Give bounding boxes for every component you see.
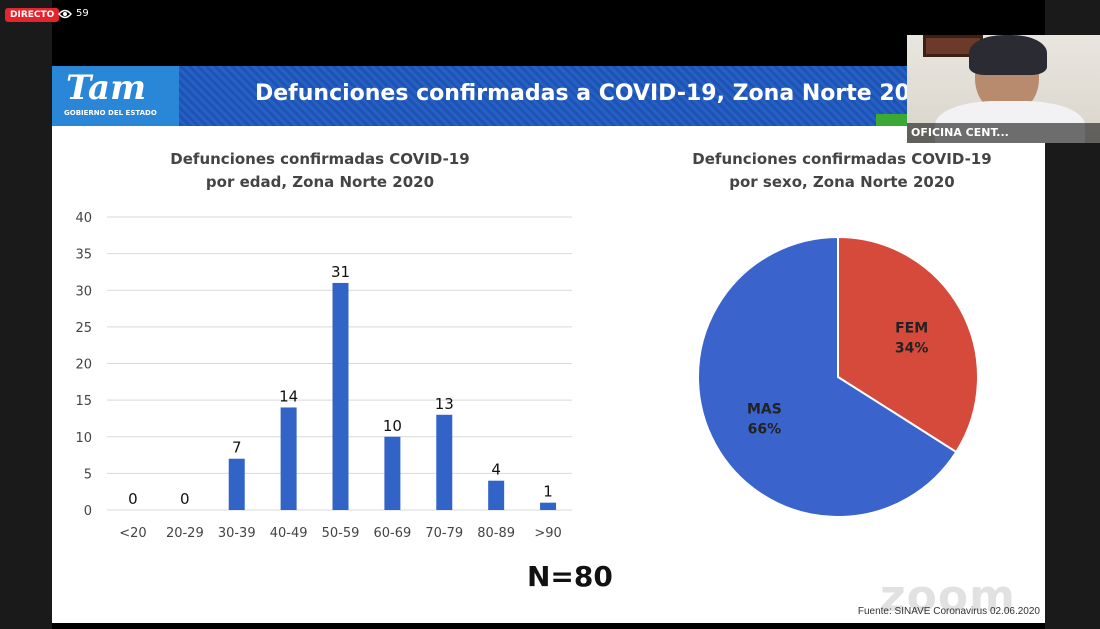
bar-data-label: 14 bbox=[279, 387, 298, 405]
bar-data-label: 0 bbox=[180, 490, 190, 508]
bar-chart-title-line2: por edad, Zona Norte 2020 bbox=[205, 173, 435, 191]
y-tick-label: 15 bbox=[75, 394, 92, 409]
bar-chart: 05101520253035400<20020-29730-391440-493… bbox=[75, 211, 572, 541]
bar bbox=[540, 502, 557, 510]
eye-icon bbox=[58, 9, 72, 18]
x-tick-label: 50-59 bbox=[322, 526, 360, 541]
bar-data-label: 1 bbox=[543, 483, 553, 501]
y-tick-label: 0 bbox=[84, 504, 92, 519]
pie-slice-label: FEM bbox=[895, 321, 928, 337]
tam-logo: Tam GOBIERNO DEL ESTADO bbox=[52, 66, 179, 126]
bar bbox=[488, 480, 505, 510]
bar bbox=[280, 407, 297, 510]
bar-chart-title-line1: Defunciones confirmadas COVID-19 bbox=[170, 150, 470, 168]
slide-header: Tam GOBIERNO DEL ESTADO Defunciones conf… bbox=[52, 66, 1045, 126]
source-note: Fuente: SINAVE Coronavirus 02.06.2020 bbox=[857, 606, 1040, 617]
y-tick-label: 35 bbox=[75, 248, 92, 263]
x-tick-label: 40-49 bbox=[270, 526, 308, 541]
participant-name: OFICINA CENT... bbox=[907, 123, 1100, 143]
logo-subtitle: GOBIERNO DEL ESTADO bbox=[64, 109, 157, 117]
bar-data-label: 4 bbox=[491, 461, 501, 479]
bar-data-label: 0 bbox=[128, 490, 138, 508]
x-tick-label: 30-39 bbox=[218, 526, 256, 541]
bar bbox=[332, 282, 349, 510]
x-tick-label: 60-69 bbox=[373, 526, 411, 541]
logo-text: Tam bbox=[66, 68, 147, 108]
y-tick-label: 10 bbox=[75, 431, 92, 446]
bar-data-label: 10 bbox=[383, 417, 402, 435]
pie-slice-label: MAS bbox=[747, 401, 782, 417]
bar bbox=[384, 436, 401, 510]
pie-chart: FEM 34% MAS 66% bbox=[697, 235, 979, 518]
bar bbox=[436, 414, 453, 510]
bar-data-label: 7 bbox=[232, 439, 242, 457]
participant-video-tile[interactable]: OFICINA CENT... bbox=[907, 35, 1100, 143]
x-tick-label: 20-29 bbox=[166, 526, 204, 541]
sample-size-label: N=80 bbox=[527, 560, 613, 593]
viewer-count-value: 59 bbox=[76, 8, 89, 19]
x-tick-label: 70-79 bbox=[425, 526, 463, 541]
pie-chart-title: Defunciones confirmadas COVID-19 por sex… bbox=[672, 148, 1012, 194]
participant-hair bbox=[969, 35, 1047, 75]
x-tick-label: 80-89 bbox=[477, 526, 515, 541]
y-tick-label: 20 bbox=[75, 358, 92, 373]
bar-data-label: 13 bbox=[435, 395, 454, 413]
viewer-count: 59 bbox=[58, 8, 89, 19]
y-tick-label: 25 bbox=[75, 321, 92, 336]
bar-data-label: 31 bbox=[331, 263, 350, 281]
x-tick-label: >90 bbox=[534, 526, 561, 541]
pie-chart-title-line2: por sexo, Zona Norte 2020 bbox=[729, 173, 955, 191]
zoom-watermark: zoom bbox=[880, 571, 1016, 622]
y-tick-label: 40 bbox=[75, 211, 92, 226]
pie-slice-percent: 66% bbox=[748, 421, 782, 437]
bar-chart-title: Defunciones confirmadas COVID-19 por eda… bbox=[150, 148, 490, 194]
bar bbox=[228, 458, 245, 510]
live-badge: DIRECTO bbox=[5, 8, 60, 22]
y-tick-label: 30 bbox=[75, 284, 92, 299]
pie-slice-percent: 34% bbox=[895, 341, 929, 357]
left-black-bar bbox=[0, 0, 52, 629]
slide-title: Defunciones confirmadas a COVID-19, Zona… bbox=[255, 81, 941, 106]
y-tick-label: 5 bbox=[84, 467, 92, 482]
x-tick-label: <20 bbox=[119, 526, 146, 541]
pie-chart-title-line1: Defunciones confirmadas COVID-19 bbox=[692, 150, 992, 168]
pie-slice-mas bbox=[697, 235, 958, 518]
presentation-slide: Tam GOBIERNO DEL ESTADO Defunciones conf… bbox=[52, 66, 1045, 623]
